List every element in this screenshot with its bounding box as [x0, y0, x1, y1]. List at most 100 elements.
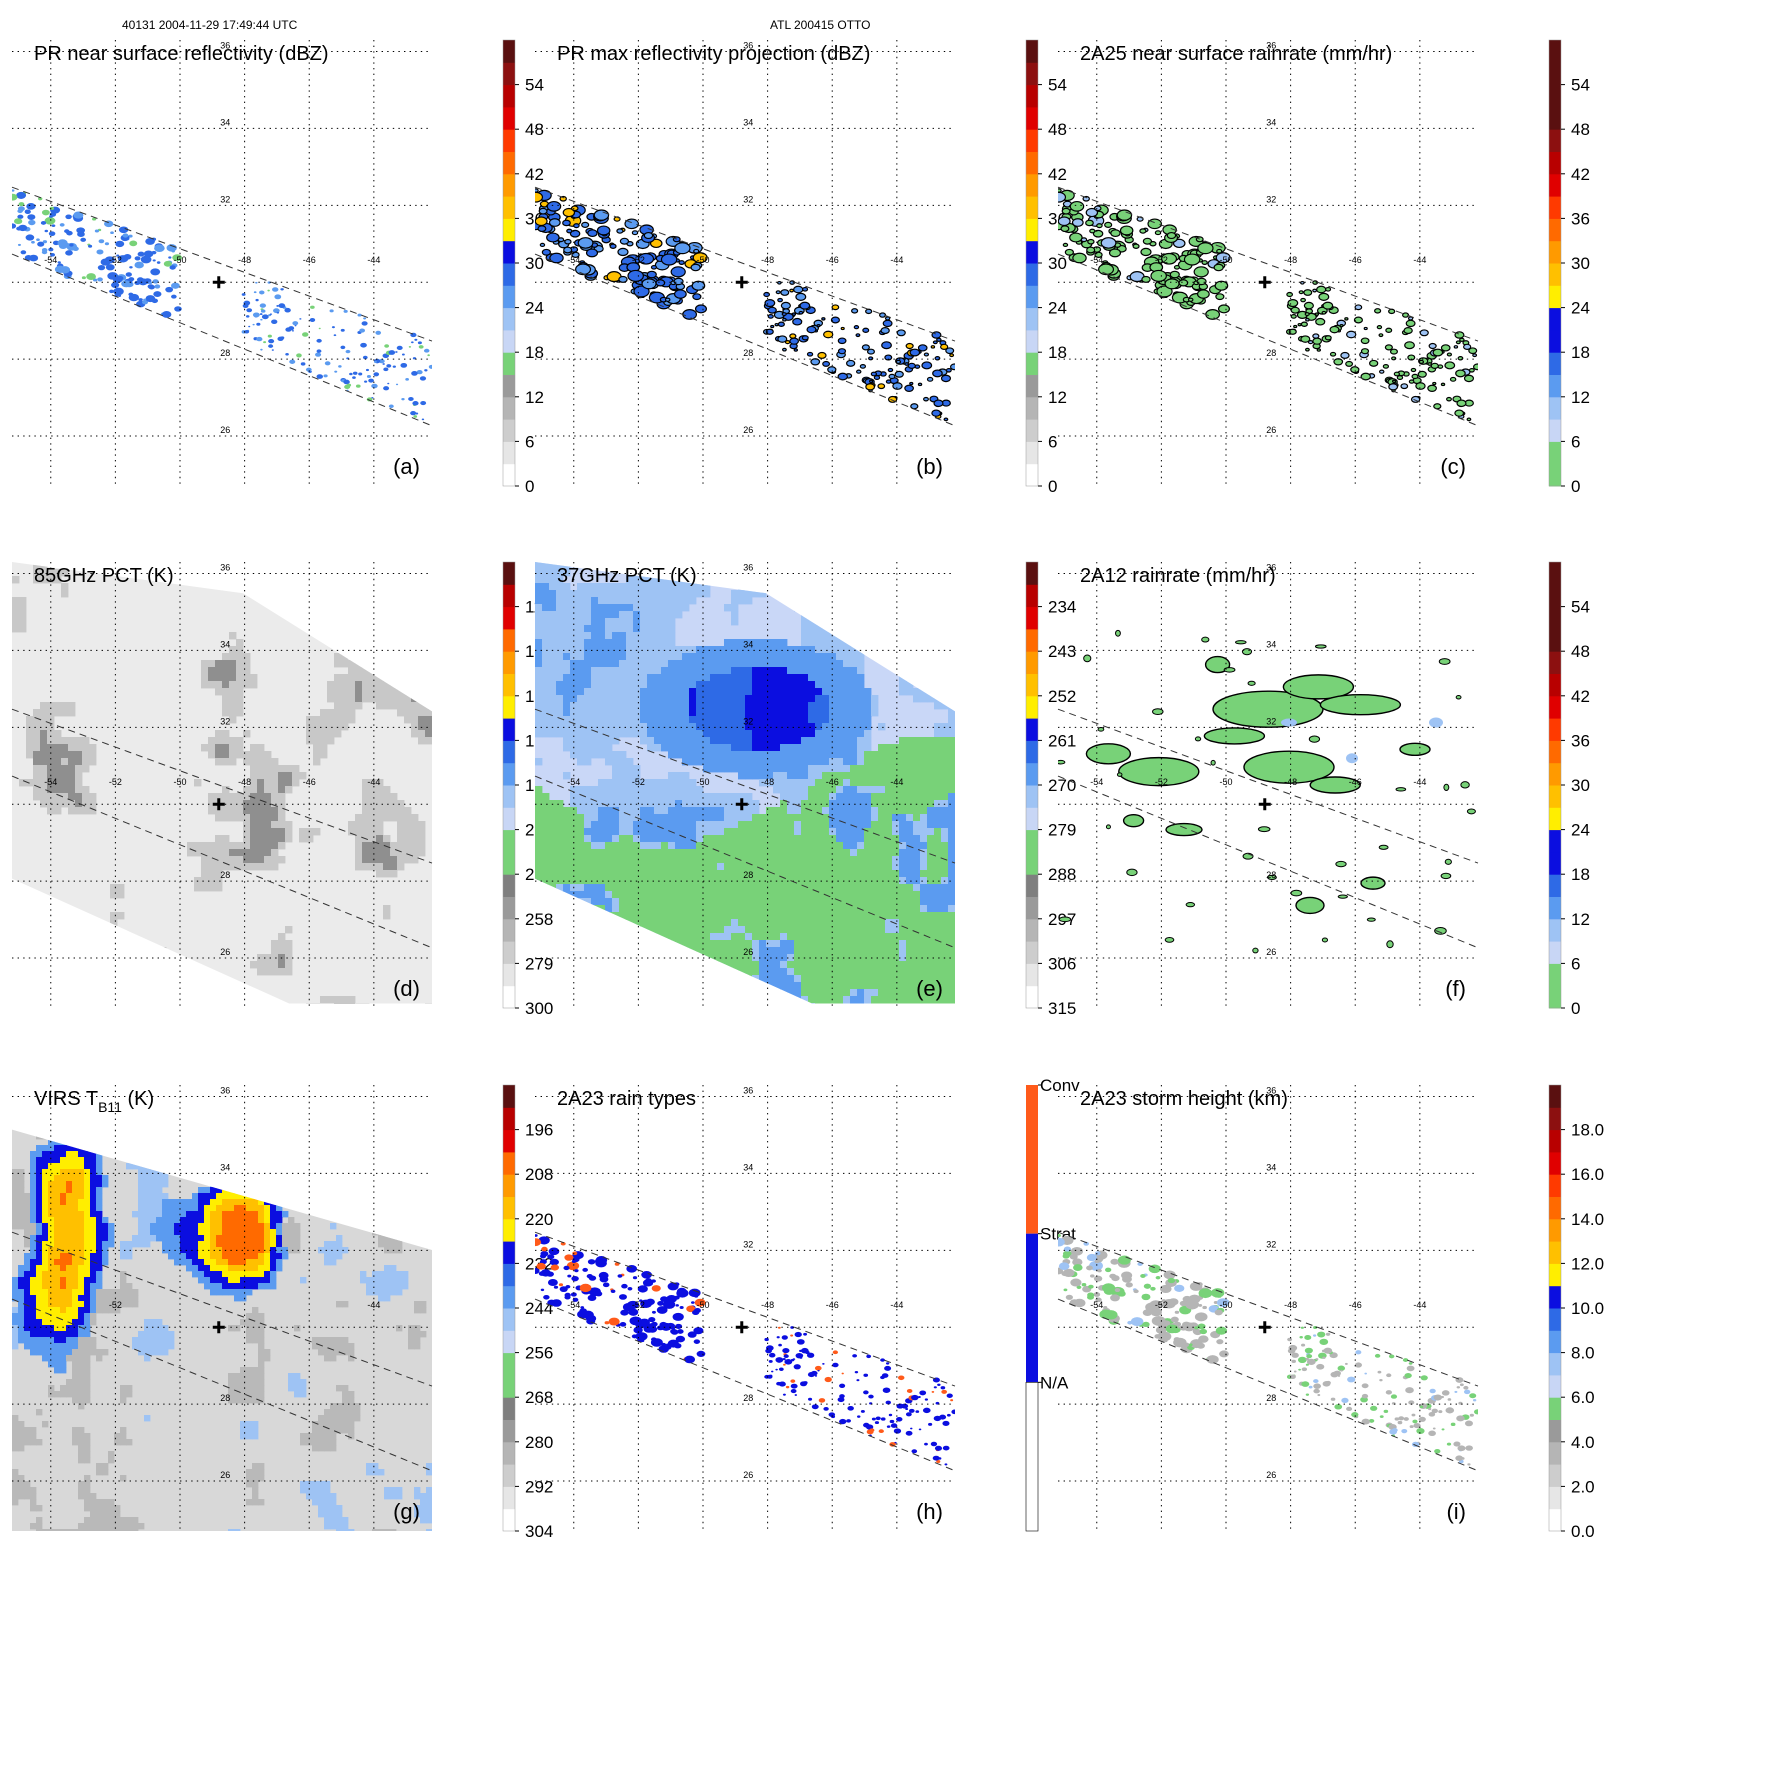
- field-pixel: [563, 947, 571, 955]
- field-pixel: [808, 618, 816, 626]
- field-pixel: [633, 723, 641, 731]
- field-pixel: [549, 667, 557, 675]
- field-pixel: [787, 898, 795, 906]
- field-pixel: [605, 793, 613, 801]
- field-pixel: [619, 730, 627, 738]
- field-pixel: [934, 926, 942, 934]
- field-pixel: [787, 646, 795, 654]
- field-pixel: [780, 653, 788, 661]
- field-pixel: [563, 940, 571, 948]
- field-pixel: [215, 856, 223, 864]
- field-pixel: [920, 765, 928, 773]
- field-pixel: [612, 891, 620, 899]
- field-pixel: [654, 800, 662, 808]
- field-pixel: [243, 674, 251, 682]
- field-pixel: [808, 800, 816, 808]
- field-pixel: [633, 933, 641, 941]
- field-pixel: [759, 702, 767, 710]
- field-pixel: [927, 674, 935, 682]
- field-pixel: [738, 954, 746, 962]
- field-pixel: [271, 842, 279, 850]
- field-pixel: [61, 793, 69, 801]
- field-pixel: [850, 674, 858, 682]
- field-pixel: [243, 835, 251, 843]
- field-pixel: [794, 814, 802, 822]
- field-pixel: [577, 674, 585, 682]
- field-pixel: [745, 674, 753, 682]
- field-pixel: [878, 604, 886, 612]
- field-pixel: [362, 1003, 370, 1004]
- field-pixel: [626, 961, 634, 969]
- field-pixel: [780, 842, 788, 850]
- field-pixel: [815, 954, 823, 962]
- field-pixel: [892, 604, 900, 612]
- field-pixel: [682, 919, 690, 927]
- field-pixel: [397, 562, 405, 570]
- field-pixel: [570, 835, 578, 843]
- field-pixel: [549, 870, 557, 878]
- field-pixel: [117, 891, 125, 899]
- field-pixel: [626, 625, 634, 633]
- field-pixel: [696, 716, 704, 724]
- field-pixel: [717, 912, 725, 920]
- field-pixel: [54, 807, 62, 815]
- field-pixel: [864, 891, 872, 899]
- field-pixel: [941, 604, 949, 612]
- field-pixel: [605, 947, 613, 955]
- field-pixel: [696, 891, 704, 899]
- field-pixel: [549, 940, 557, 948]
- field-pixel: [857, 849, 865, 857]
- field-pixel: [612, 639, 620, 647]
- field-pixel: [794, 716, 802, 724]
- field-pixel: [404, 821, 412, 829]
- field-pixel: [871, 639, 879, 647]
- field-cell: [94, 229, 100, 233]
- field-pixel: [878, 751, 886, 759]
- field-pixel: [934, 933, 942, 941]
- field-pixel: [724, 807, 732, 815]
- field-cell: [366, 375, 371, 378]
- field-pixel: [899, 632, 907, 640]
- field-pixel: [822, 863, 830, 871]
- field-pixel: [626, 688, 634, 696]
- field-pixel: [390, 800, 398, 808]
- field-pixel: [689, 961, 697, 969]
- field-cell: [782, 347, 787, 352]
- field-pixel: [612, 835, 620, 843]
- field-pixel: [542, 793, 550, 801]
- field-pixel: [605, 667, 613, 675]
- field-cell: [1419, 329, 1429, 337]
- field-pixel: [33, 709, 41, 717]
- field-pixel: [563, 590, 571, 598]
- field-pixel: [222, 576, 230, 584]
- field-pixel: [131, 954, 139, 962]
- field-pixel: [570, 807, 578, 815]
- field-pixel: [577, 891, 585, 899]
- field-pixel: [605, 961, 613, 969]
- field-pixel: [257, 800, 265, 808]
- field-cell: [365, 368, 369, 372]
- field-pixel: [605, 583, 613, 591]
- field-pixel: [362, 688, 370, 696]
- field-pixel: [278, 786, 286, 794]
- field-pixel: [822, 583, 830, 591]
- field-pixel: [619, 597, 627, 605]
- field-cell: [86, 273, 96, 281]
- field-pixel: [794, 779, 802, 787]
- field-pixel: [563, 730, 571, 738]
- field-pixel: [857, 828, 865, 836]
- colorbar-tick-label: 42: [1048, 165, 1067, 184]
- field-pixel: [745, 835, 753, 843]
- field-cell: [777, 321, 785, 327]
- field-cell: [318, 327, 321, 330]
- field-cell: [763, 291, 771, 298]
- field-pixel: [12, 597, 20, 605]
- field-pixel: [612, 912, 620, 920]
- field-pixel: [850, 905, 858, 913]
- field-pixel: [570, 814, 578, 822]
- field-pixel: [549, 569, 557, 577]
- field-pixel: [542, 625, 550, 633]
- field-cell: [408, 346, 412, 348]
- field-pixel: [243, 793, 251, 801]
- field-pixel: [605, 653, 613, 661]
